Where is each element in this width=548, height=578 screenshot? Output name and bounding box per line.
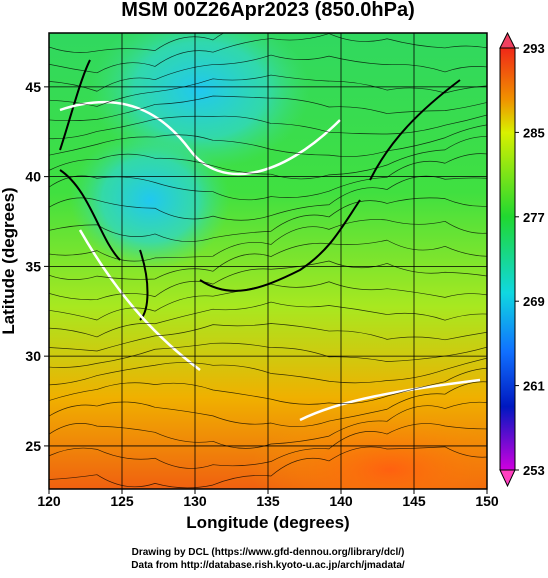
coastline	[59, 59, 461, 321]
colorbar-tick-label: 253	[523, 463, 545, 478]
colorbar-extend-bottom	[499, 469, 516, 488]
streamline	[49, 401, 487, 449]
cold-region	[70, 130, 230, 270]
streamline	[49, 367, 487, 405]
streamline	[49, 239, 487, 280]
streamline	[49, 33, 487, 74]
colorbar-tick-label: 269	[523, 294, 545, 309]
y-tick-label: 30	[25, 348, 41, 364]
y-tick-label: 45	[25, 79, 41, 95]
colorbar	[499, 47, 516, 471]
x-tick-label: 130	[183, 493, 207, 509]
contour-line	[59, 101, 481, 422]
x-tick-label: 135	[256, 493, 280, 509]
footer-line: Data from http://database.rish.kyoto-u.a…	[131, 560, 405, 571]
streamline	[49, 446, 487, 489]
y-tick-label: 25	[25, 438, 41, 454]
streamline	[49, 281, 487, 321]
streamlines	[49, 33, 487, 489]
streamline	[49, 197, 487, 242]
footer-line: Drawing by DCL (https://www.gfd-dennou.o…	[132, 547, 405, 558]
streamline	[49, 153, 487, 201]
x-axis-label: Longitude (degrees)	[186, 513, 349, 532]
streamline	[49, 219, 487, 262]
grid	[49, 33, 487, 489]
streamline	[49, 342, 487, 368]
x-tick-label: 120	[37, 493, 61, 509]
colorbar-tick-label: 261	[523, 379, 545, 394]
colorbar-tick-label: 277	[523, 210, 545, 225]
x-tick-label: 140	[329, 493, 353, 509]
y-tick-label: 35	[25, 258, 41, 274]
colorbar-tick-label: 293	[523, 41, 545, 56]
colorbar-tick-label: 285	[523, 125, 545, 140]
streamline	[49, 33, 225, 53]
streamline	[49, 136, 487, 180]
streamline	[49, 357, 487, 386]
streamline	[49, 381, 487, 427]
streamline	[49, 323, 487, 352]
chart-title: MSM 00Z26Apr2023 (850.0hPa)	[121, 0, 414, 21]
streamline	[49, 124, 487, 157]
y-axis-label: Latitude (degrees)	[0, 187, 18, 334]
streamline	[49, 260, 487, 301]
streamline	[49, 423, 487, 469]
streamline	[49, 95, 487, 122]
y-tick-label: 40	[25, 169, 41, 185]
plot-area	[49, 33, 487, 489]
streamline	[49, 301, 487, 338]
streamline	[49, 114, 487, 140]
streamline	[49, 74, 487, 107]
x-tick-label: 150	[475, 493, 499, 509]
warm-region	[250, 410, 487, 489]
x-tick-label: 145	[402, 493, 426, 509]
x-tick-label: 125	[110, 493, 134, 509]
streamline	[49, 54, 487, 92]
colorbar-extend-top	[499, 31, 516, 49]
